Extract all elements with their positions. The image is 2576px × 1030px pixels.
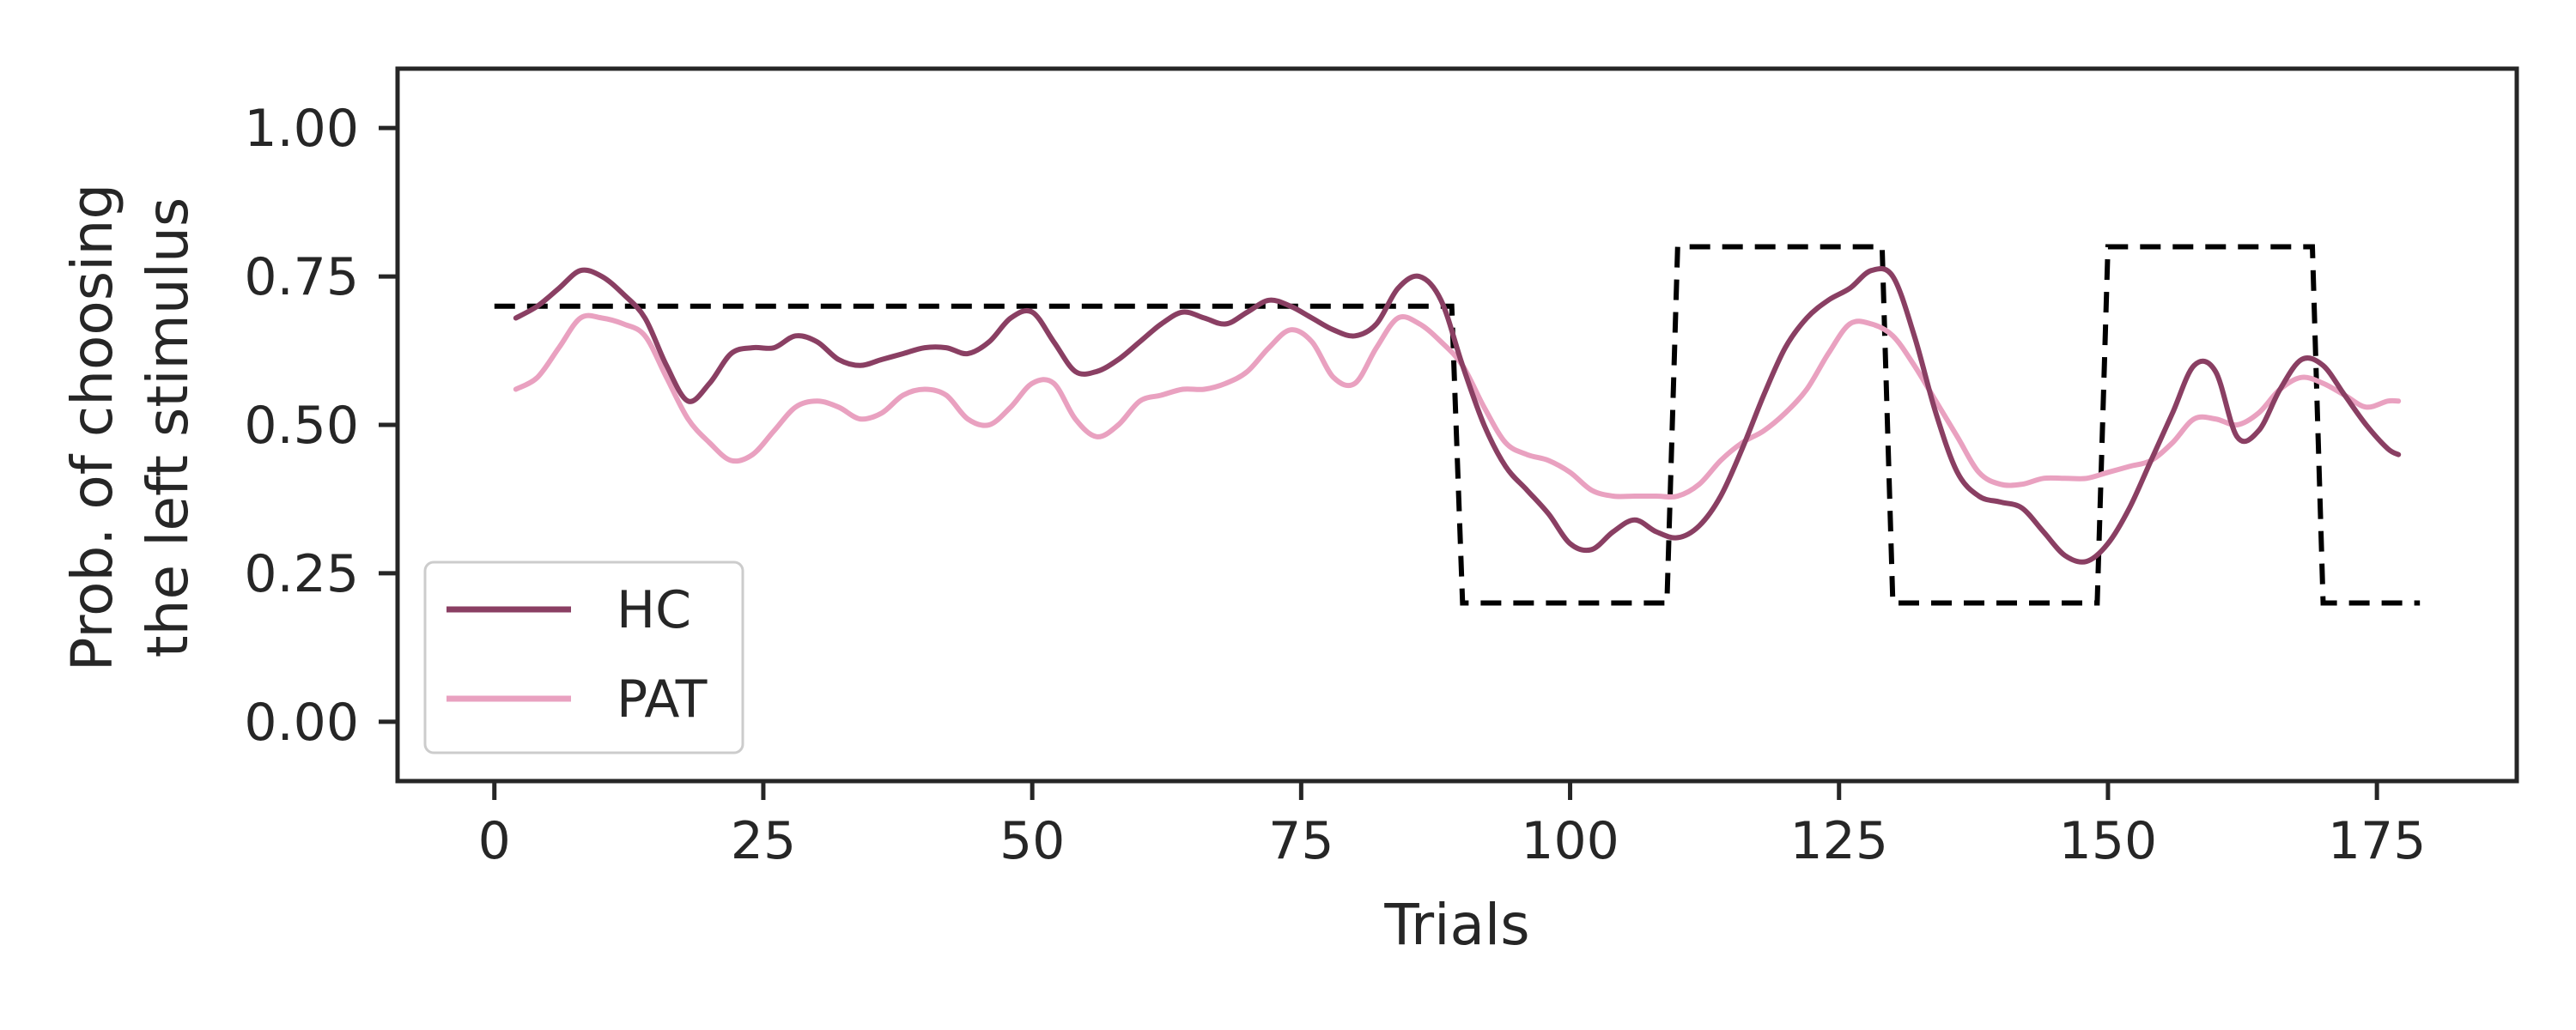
plot-frame (395, 66, 2519, 784)
x-axis-title: Trials (1383, 892, 1529, 958)
y-axis-title-line-2: the left stimulus (135, 197, 201, 657)
y-axis-title-line-1: Prob. of choosing (59, 184, 125, 671)
x-tick-label: 75 (1268, 811, 1334, 871)
legend-label-pat: PAT (617, 670, 708, 730)
series-line-hc (513, 266, 2402, 565)
y-tick-label: 0.50 (244, 396, 359, 456)
x-axis-ticks: 0 25 50 75 100 125 150 175 (478, 781, 2427, 871)
x-tick-label: 125 (1789, 811, 1888, 871)
y-tick-label: 1.00 (244, 99, 359, 159)
y-axis-ticks: 0.00 0.25 0.50 0.75 1.00 (244, 99, 398, 753)
y-tick-label: 0.75 (244, 247, 359, 307)
x-tick-label: 100 (1521, 811, 1619, 871)
y-tick-label: 0.25 (244, 544, 359, 604)
reference-line (494, 244, 2421, 606)
legend-label-hc: HC (617, 580, 691, 640)
x-tick-label: 175 (2328, 811, 2427, 871)
plot-area (494, 244, 2421, 606)
x-tick-label: 25 (731, 811, 796, 871)
legend: HC PAT (423, 560, 744, 754)
x-tick-label: 50 (999, 811, 1065, 871)
y-tick-label: 0.00 (244, 693, 359, 753)
x-tick-label: 150 (2059, 811, 2158, 871)
x-tick-label: 0 (478, 811, 511, 871)
